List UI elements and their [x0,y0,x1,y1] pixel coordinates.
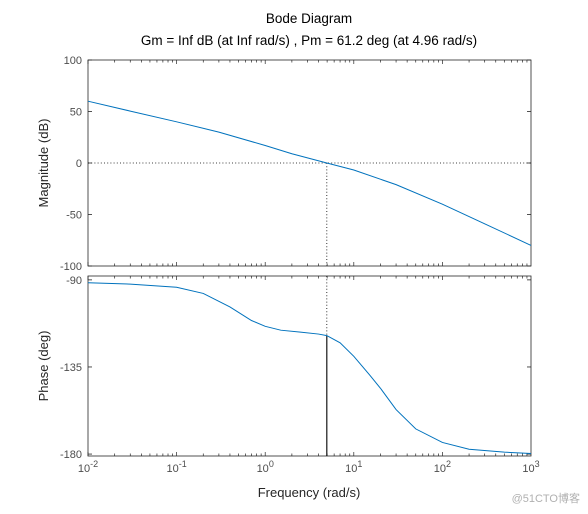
phase-y-tick-label: -180 [60,449,82,461]
x-tick-label: 10-1 [166,459,186,475]
magnitude-curve [87,100,532,246]
chart-subtitle: Gm = Inf dB (at Inf rad/s) , Pm = 61.2 d… [141,33,477,48]
phase-y-tick-label: -135 [60,362,82,374]
x-tick-label: 10-2 [78,459,98,475]
x-tick-label: 101 [345,459,362,475]
x-axis-label: Frequency (rad/s) [258,485,361,500]
phase-y-tick-label: -90 [66,275,82,287]
magnitude-x-ticks [87,60,528,266]
magnitude-y-tick-label: 50 [70,107,82,119]
magnitude-y-tick-label: 100 [64,55,82,67]
magnitude-y-tick-label: 0 [76,158,82,170]
magnitude-y-tick-label: -50 [66,210,82,222]
x-tick-label: 100 [257,459,274,475]
phase-axes: -90 -135 -180 Phase (deg) [36,275,532,461]
phase-x-ticks [87,276,528,456]
magnitude-y-tick-label: -100 [60,261,82,273]
x-tick-label: 103 [522,459,539,475]
watermark-text: @51CTO博客 [511,493,580,505]
magnitude-axes: 100 50 0 -50 -100 Magnitude (dB) [36,55,532,273]
x-tick-labels: 10-2 10-1 100 101 102 103 [78,459,540,475]
phase-axis-label: Phase (deg) [36,331,51,402]
phase-curve [87,282,532,454]
x-tick-label: 102 [434,459,451,475]
magnitude-axis-label: Magnitude (dB) [36,119,51,208]
phase-plot-box [87,275,532,457]
phase-y-ticks: -90 -135 -180 [60,275,531,461]
chart-title: Bode Diagram [266,11,352,26]
